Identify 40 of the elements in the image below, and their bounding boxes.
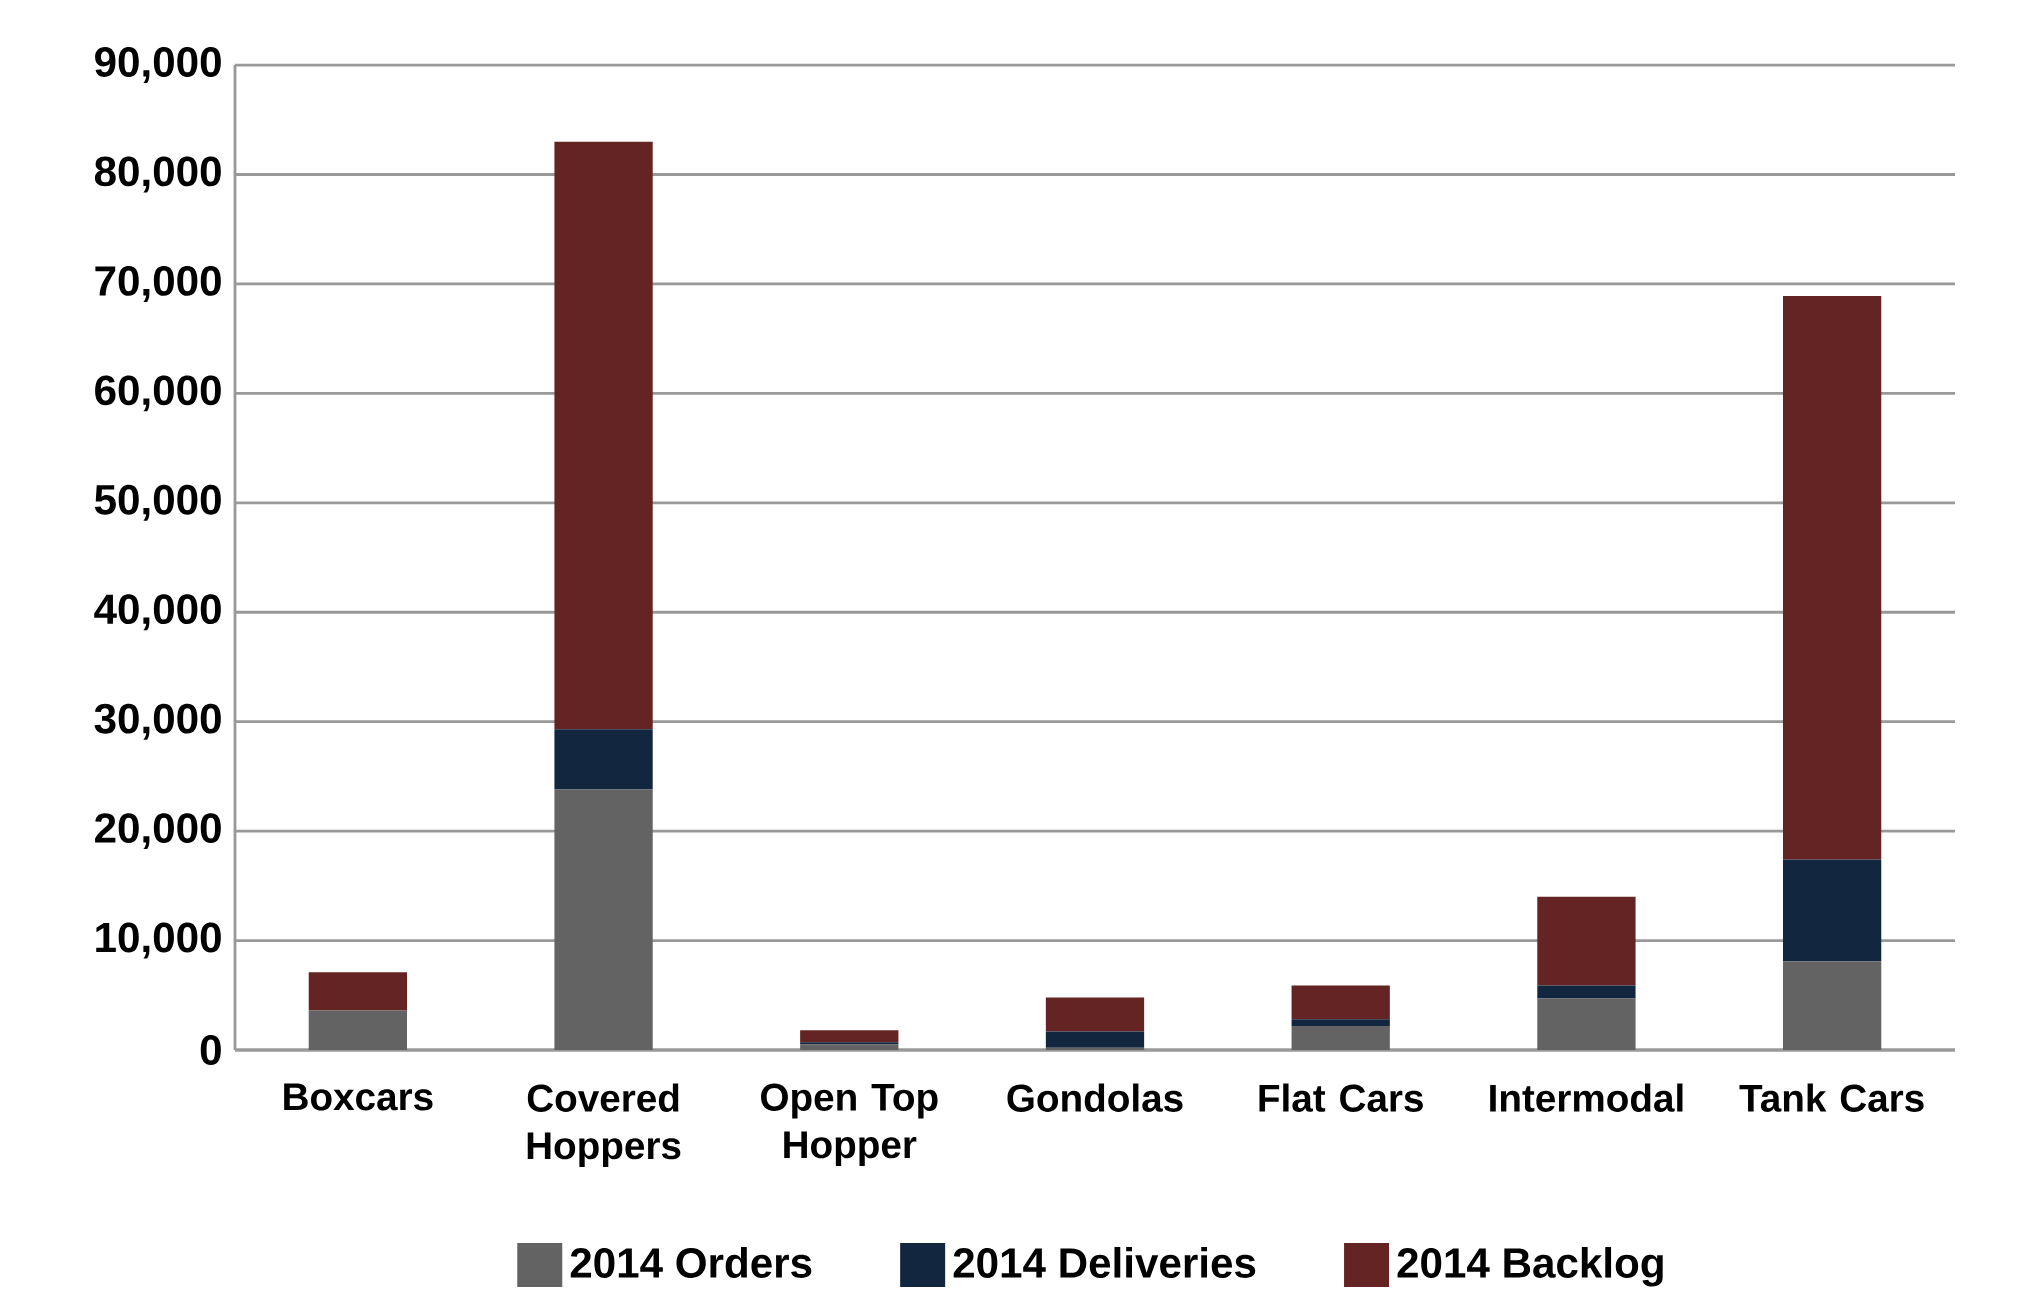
x-tick-label: Intermodal bbox=[1490, 1083, 1683, 1112]
bar bbox=[554, 141, 653, 730]
bar bbox=[1782, 961, 1882, 1050]
y-tick-label: 70,000 bbox=[95, 265, 221, 302]
x-tick-label: Gondolas bbox=[1007, 1083, 1183, 1112]
bar bbox=[1291, 1025, 1390, 1050]
x-tick-label: Flat Cars bbox=[1259, 1083, 1423, 1112]
bar bbox=[800, 1030, 899, 1043]
bar bbox=[1291, 985, 1390, 1020]
bar bbox=[1537, 985, 1636, 999]
bar bbox=[308, 1010, 408, 1050]
y-tick-label: 10,000 bbox=[96, 922, 221, 959]
y-tick-label: 40,000 bbox=[94, 594, 221, 631]
x-tick-label: Tank Cars bbox=[1739, 1083, 1924, 1112]
y-tick-label: 30,000 bbox=[94, 703, 221, 740]
bar bbox=[800, 1044, 899, 1050]
bar bbox=[554, 729, 653, 790]
bar bbox=[1782, 295, 1882, 860]
x-tick-label: Boxcars bbox=[284, 1083, 433, 1111]
legend-label: 2014 Backlog bbox=[1397, 1247, 1663, 1287]
y-tick-label: 60,000 bbox=[95, 375, 221, 412]
x-tick-label: Open Top Hopper bbox=[761, 1083, 938, 1166]
legend-label: 2014 Orders bbox=[570, 1247, 812, 1278]
bar bbox=[1045, 997, 1145, 1032]
y-tick-label: 20,000 bbox=[95, 813, 221, 850]
legend-label: 2014 Deliveries bbox=[953, 1247, 1256, 1278]
y-tick-label: 90,000 bbox=[95, 47, 221, 84]
bar bbox=[1537, 998, 1636, 1050]
bar bbox=[1045, 1031, 1145, 1048]
bar bbox=[308, 972, 408, 1011]
bar bbox=[1537, 896, 1636, 986]
bar bbox=[1291, 1019, 1390, 1026]
x-tick-label: Covered Hoppers bbox=[527, 1083, 681, 1167]
bar bbox=[554, 789, 653, 1050]
y-tick-label: 50,000 bbox=[94, 484, 221, 521]
bar bbox=[800, 1042, 899, 1045]
y-tick-label: 80,000 bbox=[94, 156, 221, 193]
bar bbox=[1782, 859, 1882, 962]
y-tick-label: 0 bbox=[200, 1035, 221, 1065]
bar bbox=[1045, 1047, 1145, 1050]
